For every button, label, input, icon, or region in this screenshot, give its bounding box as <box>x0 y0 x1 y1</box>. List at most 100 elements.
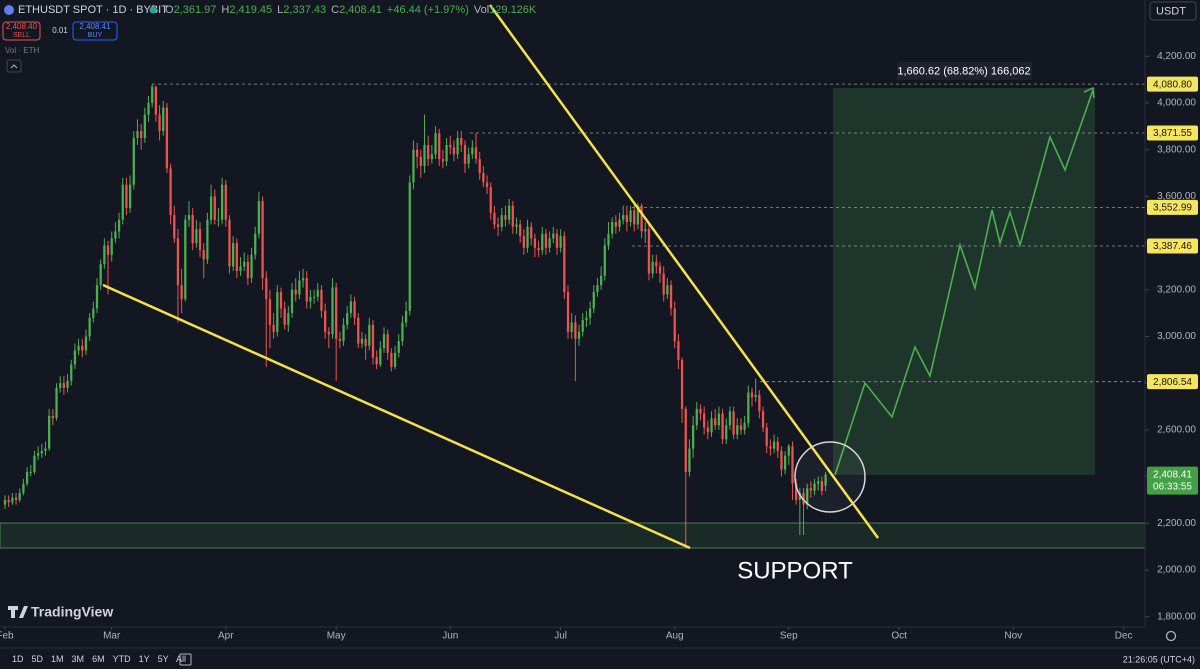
candle-body <box>592 292 595 309</box>
candle-body <box>474 147 478 160</box>
candle-body <box>357 317 360 344</box>
candle-body <box>806 488 809 505</box>
drawings: 1,660.62 (68.82%) 166,062 SUPPORT <box>102 4 1095 584</box>
candle-body <box>504 215 507 220</box>
x-tick-label: Mar <box>103 631 121 642</box>
candle-body <box>117 219 121 232</box>
candle-body <box>335 287 338 339</box>
candle-body <box>59 383 62 388</box>
y-tick-label: 2,200.00 <box>1157 518 1196 529</box>
candle-body <box>662 273 665 295</box>
level-label: 3,552.99 <box>1153 203 1192 214</box>
level-tag <box>1147 374 1198 390</box>
candle-body <box>103 245 106 265</box>
candle-body <box>393 352 397 367</box>
candle-body <box>298 280 301 295</box>
range-button[interactable]: YTD <box>113 654 132 664</box>
range-button[interactable]: 1M <box>51 654 64 664</box>
sell-price: 2,408.40 <box>6 22 38 31</box>
candle-body <box>747 392 750 423</box>
range-button[interactable]: All <box>176 654 186 664</box>
candle-body <box>761 411 765 428</box>
range-button[interactable]: 6M <box>92 654 105 664</box>
range-button[interactable]: 5Y <box>158 654 169 664</box>
candle-body <box>820 481 824 491</box>
candle-body <box>195 229 198 244</box>
currency-button[interactable] <box>1149 1 1197 21</box>
volume-key: Vol <box>474 4 489 16</box>
candle-body <box>596 285 599 293</box>
candle-body <box>691 425 695 449</box>
annotation: SUPPORT <box>737 557 853 584</box>
candle-body <box>438 133 441 160</box>
candle-body <box>765 427 768 447</box>
candle-body <box>776 441 779 451</box>
candle-body <box>699 408 702 414</box>
candle-body <box>331 287 334 335</box>
range-button[interactable]: 5D <box>32 654 44 664</box>
candle-body <box>342 324 345 342</box>
buy-label: BUY <box>88 32 103 39</box>
candle-body <box>489 187 492 213</box>
ohlc-key: L <box>277 4 283 16</box>
candle-body <box>246 261 250 279</box>
sell-button[interactable] <box>2 21 41 41</box>
volume: 129.126K <box>489 4 537 16</box>
candle-body <box>695 408 698 426</box>
x-tick-label: May <box>327 631 346 642</box>
candle-body <box>566 292 570 332</box>
candle-body <box>228 219 231 267</box>
level-label: 3,871.55 <box>1153 128 1192 139</box>
candle-body <box>140 131 143 139</box>
candle-body <box>640 205 643 232</box>
candle-body <box>136 131 139 139</box>
level-tag <box>1147 199 1198 215</box>
level-tag <box>1147 125 1198 141</box>
candle-body <box>121 184 124 220</box>
candle-body <box>544 233 548 248</box>
candle-body <box>471 147 474 155</box>
axes: 1,800.002,000.002,200.002,400.002,600.00… <box>0 51 1198 642</box>
logo-mark <box>8 606 28 618</box>
date-range-icon[interactable] <box>179 653 192 666</box>
candle-body <box>55 387 58 419</box>
candle-body <box>430 154 433 160</box>
candle-body <box>651 261 654 274</box>
candle-body <box>3 499 7 505</box>
candle-body <box>423 145 426 167</box>
candle-body <box>290 289 294 314</box>
y-tick-label: 2,000.00 <box>1157 565 1196 576</box>
candle-body <box>530 226 533 239</box>
range-button[interactable]: 1Y <box>139 654 150 664</box>
candle-body <box>191 215 194 244</box>
buy-button[interactable] <box>72 21 118 41</box>
breakout-circle <box>794 441 866 513</box>
ohlc-value: 2,419.45 <box>229 4 272 16</box>
candle-body <box>44 448 47 451</box>
candle-body <box>40 450 43 454</box>
candle-body <box>206 219 209 260</box>
range-button[interactable]: 3M <box>72 654 85 664</box>
candle-body <box>647 229 651 274</box>
candle-body <box>375 357 378 365</box>
collapse-button[interactable] <box>6 59 22 73</box>
settings-icon[interactable] <box>1165 630 1177 642</box>
candle-body <box>769 446 772 449</box>
candle-body <box>614 222 617 227</box>
candle-body <box>574 322 577 339</box>
candle-body <box>364 338 367 346</box>
candle-body <box>552 233 555 239</box>
candle-body <box>791 446 794 484</box>
candle-body <box>725 425 728 440</box>
change: +46.44 (+1.97%) <box>387 4 469 16</box>
candle-body <box>658 266 662 274</box>
level-label: 4,080.80 <box>1153 79 1192 90</box>
range-button[interactable]: 1D <box>12 654 24 664</box>
candle-body <box>563 236 566 293</box>
candle-body <box>220 184 224 220</box>
candle-body <box>272 324 275 332</box>
candle-body <box>22 483 25 493</box>
candle-body <box>824 474 827 486</box>
